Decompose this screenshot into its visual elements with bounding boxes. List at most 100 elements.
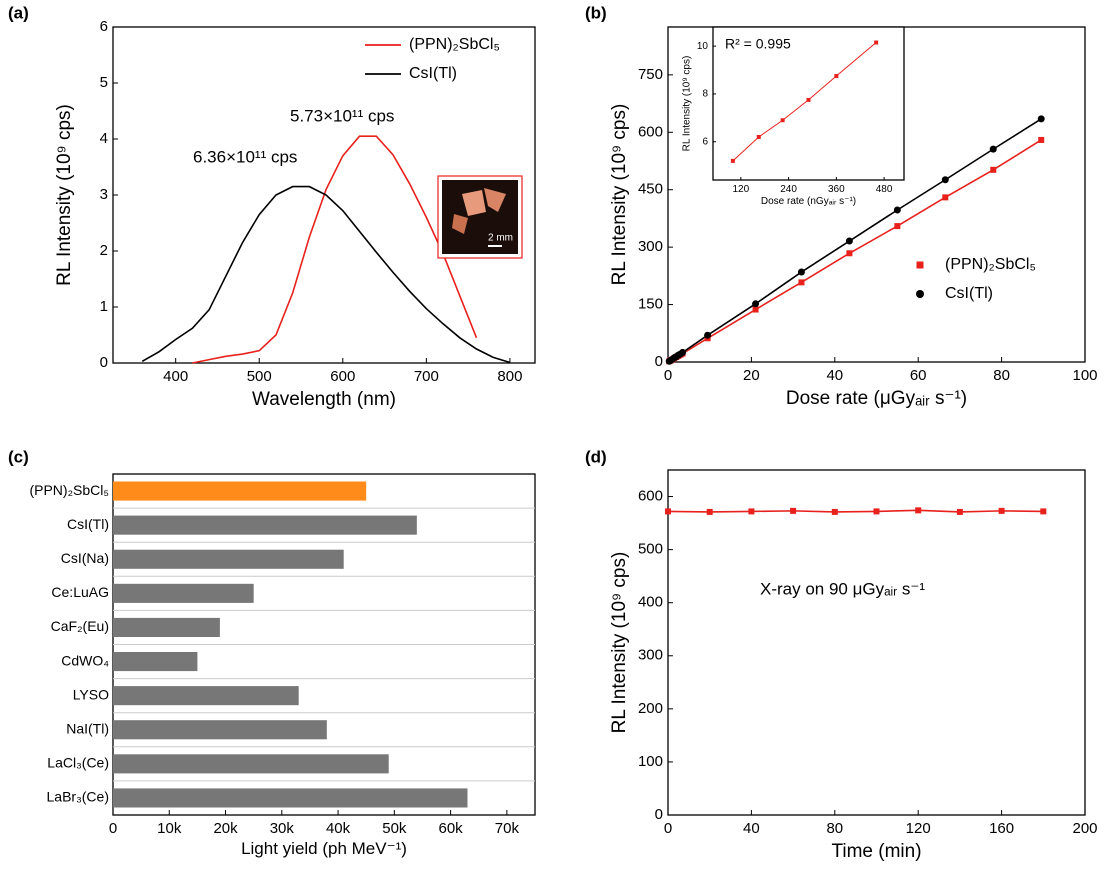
bar (113, 617, 220, 637)
category-label: LaCl₃(Ce) (47, 755, 109, 771)
x-tick-label: 0 (664, 820, 672, 837)
data-point (990, 166, 997, 173)
x-tick-label: 400 (163, 368, 188, 385)
legend-swatch (916, 290, 924, 298)
data-point (894, 223, 901, 230)
data-point (752, 306, 759, 313)
data-point (1040, 508, 1047, 515)
annotation: R² = 0.995 (725, 36, 791, 52)
category-label: CsI(Na) (61, 550, 109, 566)
bar (113, 754, 389, 774)
category-label: CaF₂(Eu) (51, 618, 109, 634)
panel-label: (c) (8, 447, 29, 466)
x-tick-label: 100 (1072, 367, 1097, 384)
data-point (798, 279, 805, 286)
series-line (732, 42, 877, 162)
panel-label: (d) (585, 447, 607, 466)
series-line (141, 185, 511, 364)
x-tick-label: 40 (743, 820, 760, 837)
bar (113, 515, 417, 535)
legend-label: CsI(Tl) (945, 285, 993, 302)
series-line (192, 135, 478, 364)
data-point (752, 300, 760, 308)
x-axis-label: Light yield (ph MeV⁻¹) (241, 839, 407, 858)
annotation: 5.73×10¹¹ cps (290, 106, 394, 125)
data-point (780, 118, 785, 123)
y-axis-label: RL Intensity (10⁹ cps) (609, 104, 630, 286)
y-tick-label: 400 (638, 594, 663, 611)
y-tick-label: 450 (638, 181, 663, 198)
data-point (665, 508, 671, 515)
data-point (998, 507, 1005, 514)
y-tick-label: 6 (702, 136, 708, 147)
data-point (941, 176, 949, 184)
x-tick-label: 700 (414, 368, 439, 385)
data-point (831, 508, 838, 515)
data-point (915, 507, 922, 514)
data-point (956, 508, 963, 515)
panel-label: (a) (8, 3, 29, 22)
category-label: LaBr₃(Ce) (47, 789, 110, 805)
y-tick-label: 600 (638, 488, 663, 505)
panel-label: (b) (585, 3, 607, 22)
legend-swatch (916, 261, 924, 269)
y-tick-label: 300 (638, 238, 663, 255)
category-label: CsI(Tl) (67, 516, 109, 532)
category-label: NaI(Tl) (66, 720, 109, 736)
legend-label: CsI(Tl) (409, 65, 457, 82)
y-tick-label: 1 (100, 298, 108, 315)
data-point (706, 508, 713, 515)
y-axis-label: RL Intensity (10⁹ cps) (682, 56, 693, 152)
data-point (989, 145, 997, 153)
x-tick-label: 50k (382, 820, 407, 837)
bar (113, 549, 344, 569)
data-point (846, 250, 853, 257)
data-point (730, 158, 735, 163)
plot-area (712, 26, 905, 181)
data-point (874, 40, 879, 45)
y-tick-label: 200 (638, 700, 663, 717)
data-point (756, 134, 761, 139)
x-tick-label: 120 (906, 820, 931, 837)
y-tick-label: 150 (638, 296, 663, 313)
data-point (893, 206, 901, 214)
x-tick-label: 60 (910, 367, 927, 384)
x-tick-label: 60k (439, 820, 464, 837)
data-point (748, 508, 755, 515)
y-tick-label: 100 (638, 753, 663, 770)
y-tick-label: 3 (100, 186, 108, 203)
x-tick-label: 80 (826, 820, 843, 837)
x-axis-label: Wavelength (nm) (252, 389, 396, 410)
crystal (462, 190, 486, 216)
category-label: LYSO (73, 686, 109, 702)
annotation: 6.36×10¹¹ cps (193, 147, 297, 166)
x-tick-label: 20k (213, 820, 238, 837)
y-axis-label: RL Intensity (10⁹ cps) (609, 552, 630, 734)
y-tick-label: 0 (655, 353, 663, 370)
x-tick-label: 40 (826, 367, 843, 384)
plot-area (667, 469, 1086, 816)
series-line (667, 509, 1044, 513)
annotation: X-ray on 90 μGyₐᵢᵣ s⁻¹ (760, 579, 925, 598)
category-label: Ce:LuAG (51, 584, 109, 600)
y-tick-label: 2 (100, 242, 108, 259)
x-tick-label: 80 (993, 367, 1010, 384)
x-tick-label: 240 (780, 184, 797, 195)
data-point (797, 268, 805, 276)
data-point (873, 508, 880, 515)
x-tick-label: 0 (664, 367, 672, 384)
legend-label: (PPN)₂SbCl₅ (409, 36, 500, 53)
x-tick-label: 480 (876, 184, 893, 195)
y-axis-label: RL Intensity (10⁹ cps) (54, 104, 75, 286)
bar (113, 481, 367, 501)
x-tick-label: 500 (247, 368, 272, 385)
y-tick-label: 0 (655, 806, 663, 823)
y-tick-label: 500 (638, 541, 663, 558)
x-tick-label: 0 (109, 820, 117, 837)
data-point (679, 348, 687, 356)
x-tick-label: 160 (989, 820, 1014, 837)
y-tick-label: 4 (100, 130, 108, 147)
x-tick-label: 30k (270, 820, 295, 837)
x-tick-label: 20 (743, 367, 760, 384)
